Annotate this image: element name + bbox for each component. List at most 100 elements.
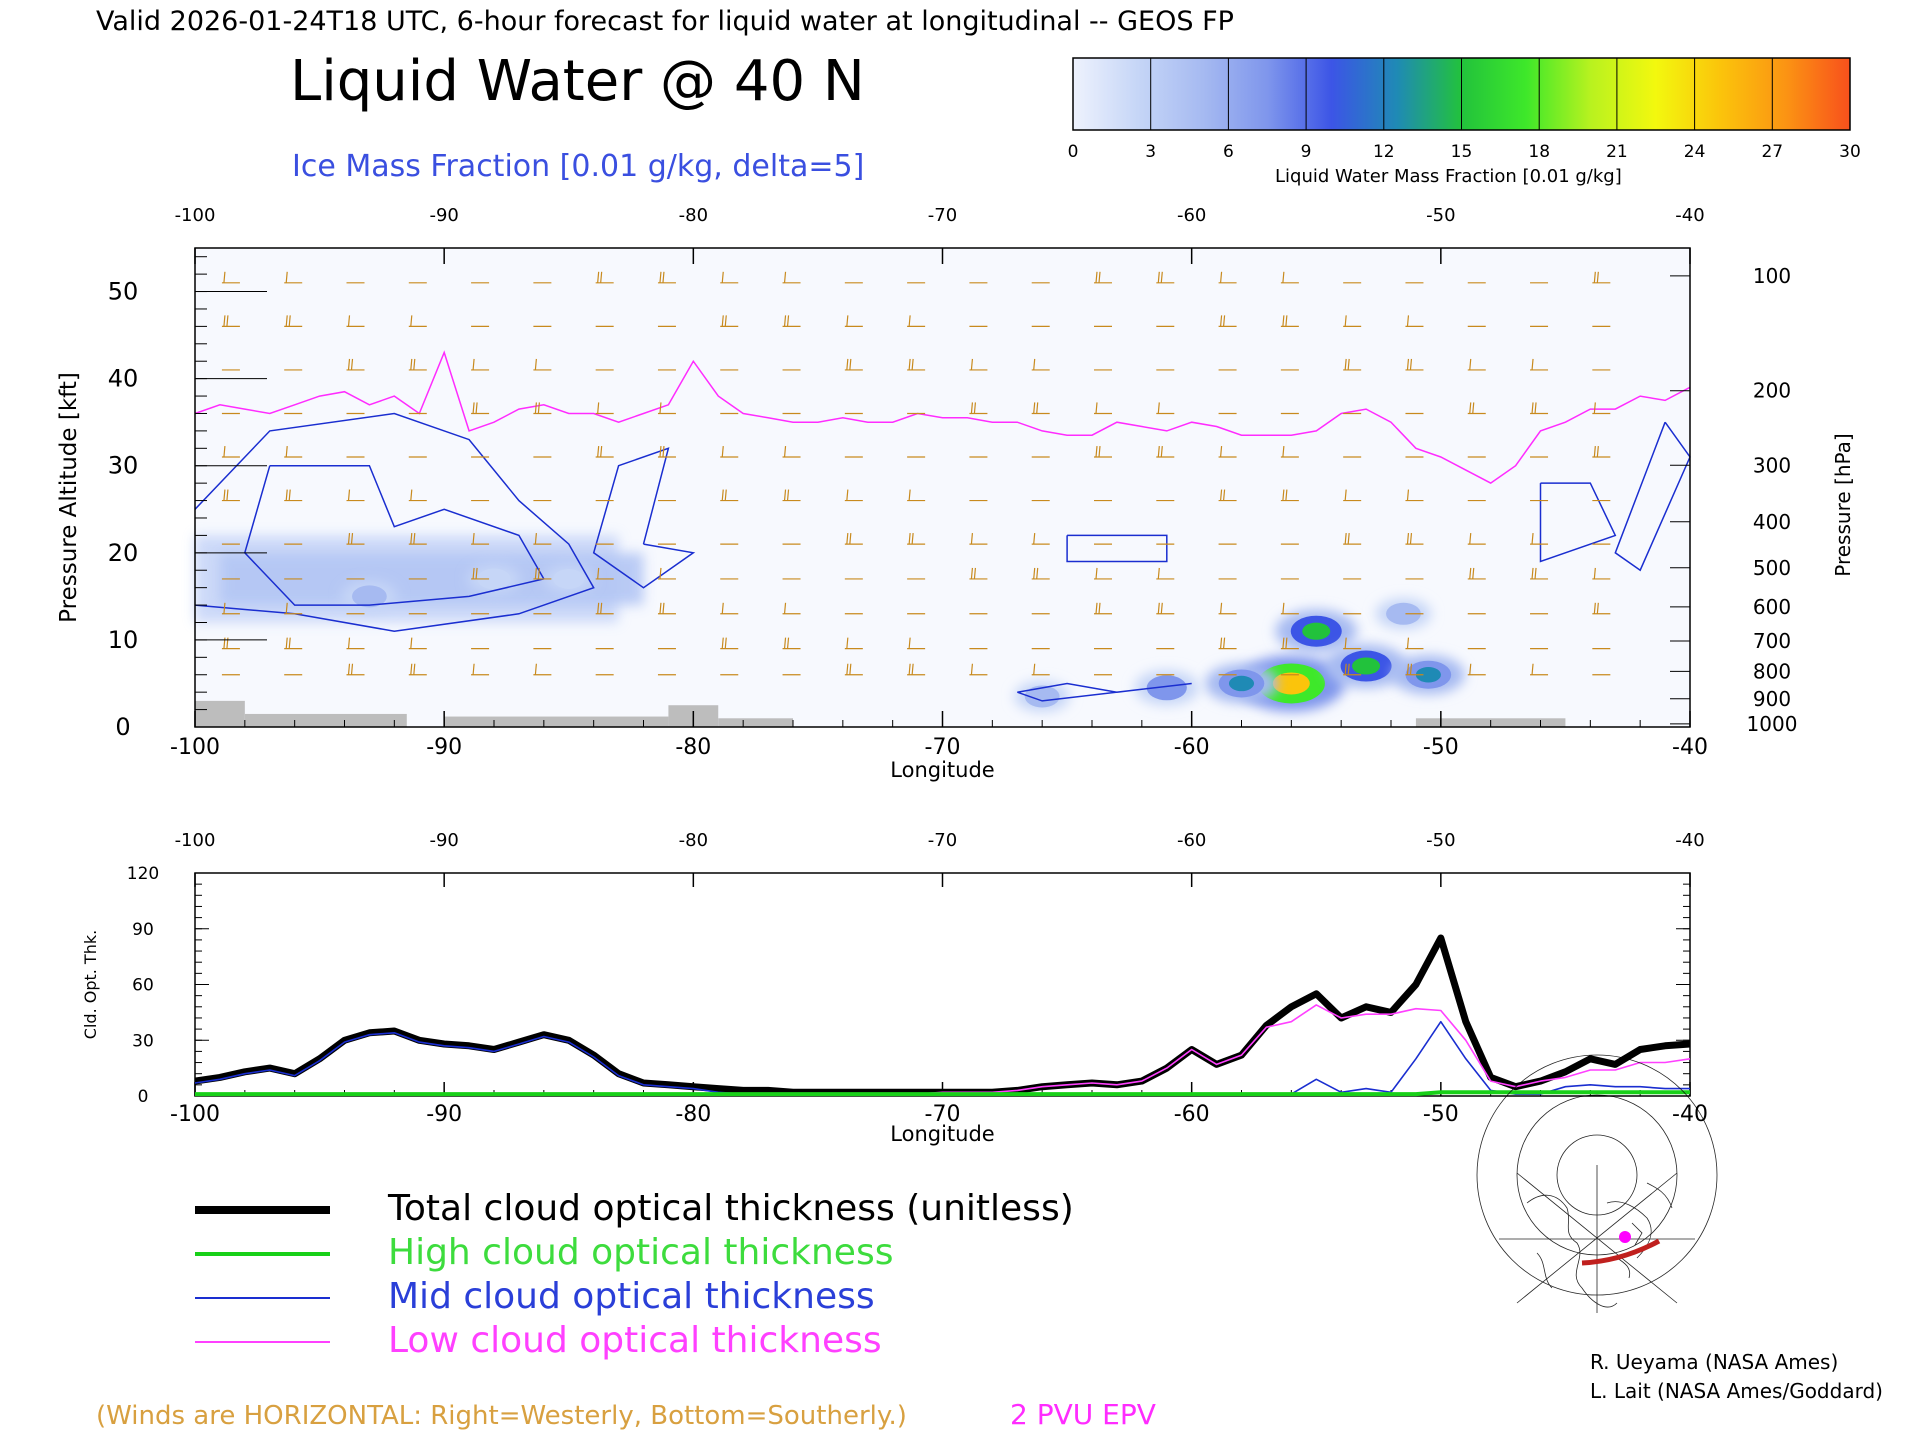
y-tick-label: 0 <box>115 713 130 741</box>
wind-barb <box>533 402 552 415</box>
wind-barb <box>346 315 365 327</box>
wind-barb <box>1156 602 1175 615</box>
wind-barb <box>221 315 240 327</box>
x-tick-label-top: -60 <box>1177 205 1206 226</box>
wind-barb <box>533 567 552 580</box>
wind-barb <box>782 602 801 615</box>
colorbar-tick-label: 21 <box>1606 142 1628 162</box>
wind-barb <box>533 533 552 545</box>
y-tick-label: 120 <box>127 864 159 884</box>
x-tick-label-top: -90 <box>429 830 458 851</box>
x-tick-label-top: -90 <box>429 205 458 226</box>
main-title: Liquid Water @ 40 N <box>290 49 865 114</box>
x-axis-label: Longitude <box>890 758 994 782</box>
pressure-tick-label: 300 <box>1753 453 1791 477</box>
wind-barb <box>471 567 490 580</box>
y-axis-label: Cld. Opt. Thk. <box>81 930 100 1039</box>
wind-barb <box>657 271 676 284</box>
legend-label-low: Low cloud optical thickness <box>388 1320 882 1361</box>
x-tick-label: -50 <box>1423 735 1459 760</box>
wind-barb <box>907 358 926 371</box>
wind-barb <box>720 315 739 327</box>
pressure-tick-label: 200 <box>1753 379 1791 403</box>
wind-barb <box>844 489 863 502</box>
wind-barb <box>844 533 863 545</box>
y-axis-label-left: Pressure Altitude [kft] <box>56 372 82 623</box>
wind-barb <box>844 663 863 676</box>
legend: Total cloud optical thickness (unitless)… <box>195 1188 1074 1361</box>
y-tick-label: 30 <box>108 452 139 480</box>
x-tick-label-top: -40 <box>1675 830 1704 851</box>
wind-barb <box>1031 402 1050 415</box>
wind-barb <box>284 637 303 650</box>
wind-barb <box>471 358 490 371</box>
colorbar-tick-label: 15 <box>1451 142 1473 162</box>
y-tick-label: 60 <box>132 976 154 996</box>
wind-barb <box>1094 445 1112 458</box>
ice-contour <box>194 412 595 632</box>
wind-barb <box>284 315 303 327</box>
wind-barb <box>1031 663 1050 676</box>
x-axis-label: Longitude <box>890 1122 994 1146</box>
x-tick-label: -70 <box>925 735 961 760</box>
x-tick-label: -90 <box>426 735 462 760</box>
plot-background <box>195 248 1690 727</box>
wind-barb <box>1405 663 1424 676</box>
wind-barb <box>221 602 240 615</box>
epv-note: 2 PVU EPV <box>1010 1398 1156 1431</box>
x-tick-label-top: -70 <box>928 205 957 226</box>
ice-contour <box>1539 482 1617 563</box>
terrain <box>444 716 669 727</box>
ice-contour <box>1066 534 1168 563</box>
wind-barb <box>1280 637 1299 650</box>
wind-barb <box>907 637 926 650</box>
wind-barb <box>1467 402 1486 415</box>
liquid-water-cell-core <box>1352 657 1381 675</box>
x-tick-label: -80 <box>675 735 711 760</box>
wind-barb <box>907 489 926 502</box>
terrain <box>718 718 793 727</box>
wind-barb <box>720 445 739 458</box>
wind-barb <box>471 533 490 545</box>
wind-barb <box>1094 567 1112 580</box>
wind-barb <box>1592 402 1611 415</box>
series-high-line <box>195 1090 1690 1097</box>
wind-barb <box>657 567 676 580</box>
wind-barb <box>408 663 427 676</box>
pressure-tick-label: 900 <box>1753 687 1791 711</box>
cross-section-panel: -100 -100 -90 -90 -80 -80 -70 -70 -60 -60 -50 -50 -4… <box>56 205 1855 782</box>
wind-barb <box>1467 567 1486 580</box>
wind-barb <box>1218 637 1237 650</box>
colorbar-tick-label: 24 <box>1684 142 1706 162</box>
y-axis-label-right: Pressure [hPa] <box>1831 433 1855 576</box>
liquid-water-cell <box>1146 675 1187 701</box>
wind-barb <box>1405 315 1424 327</box>
wind-barb <box>1530 402 1549 415</box>
wind-barb <box>346 637 365 650</box>
wind-barb <box>595 445 614 458</box>
wind-barb <box>284 489 303 502</box>
wind-barb <box>907 663 926 676</box>
wind-barb <box>657 402 676 415</box>
y-tick-label: 0 <box>138 1087 149 1107</box>
pressure-tick-label: 1000 <box>1747 712 1798 736</box>
wind-barb <box>1031 567 1050 580</box>
optical-thickness-panel: -100 -100 -90 -90 -80 -80 -70 -70 -60 -60 -50 -50 -4… <box>81 830 1708 1146</box>
wind-barb <box>284 445 303 458</box>
wind-barb <box>408 533 427 545</box>
ice-contour <box>1017 682 1192 702</box>
pressure-tick-label: 800 <box>1753 659 1791 683</box>
liquid-water-cell-core <box>1302 622 1331 640</box>
wind-barb <box>1156 445 1175 458</box>
credit-line-2: L. Lait (NASA Ames/Goddard) <box>1590 1379 1883 1403</box>
wind-barb <box>1530 567 1549 580</box>
wind-barb <box>595 402 614 415</box>
x-tick-label-top: -50 <box>1426 830 1455 851</box>
pressure-tick-label: 500 <box>1753 556 1791 580</box>
colorbar: 0 3 6 9 12 15 18 21 24 27 30 <box>1068 57 1861 162</box>
liquid-water-cell-core <box>1228 675 1255 692</box>
colorbar-label: Liquid Water Mass Fraction [0.01 g/kg] <box>1275 166 1622 187</box>
wind-barb <box>221 489 240 502</box>
wind-barb <box>1592 445 1611 458</box>
